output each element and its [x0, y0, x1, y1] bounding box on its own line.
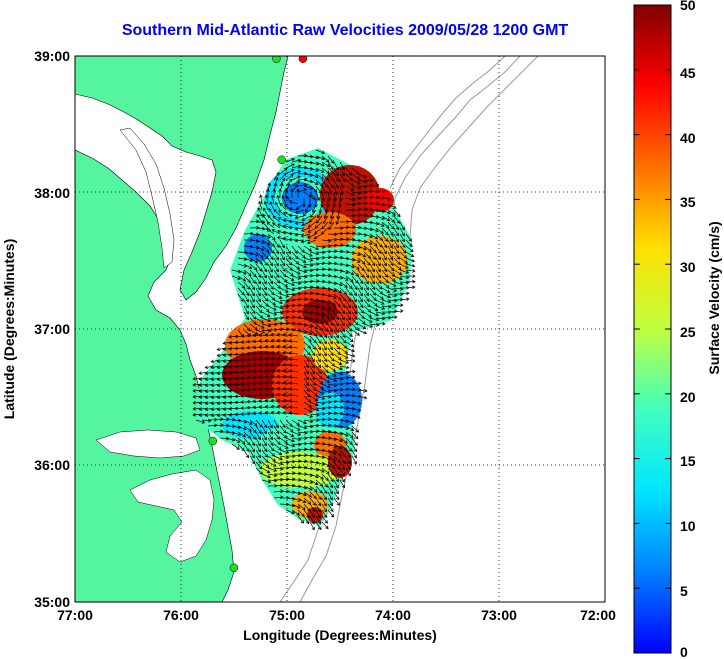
- x-axis-label: Longitude (Degrees:Minutes): [243, 627, 437, 643]
- albemarle-sound: [95, 429, 201, 459]
- plot-frame: [74, 55, 606, 603]
- station-marker: [277, 155, 286, 164]
- station-marker: [272, 56, 281, 63]
- colorbar-tick-label: 25: [680, 324, 696, 340]
- colorbar: [633, 4, 672, 654]
- colorbar-label: Surface Velocity (cm/s): [706, 221, 722, 374]
- x-tick-label: 73:00: [481, 607, 517, 623]
- colorbar-tick-label: 5: [680, 583, 688, 599]
- station-marker: [229, 563, 239, 573]
- colorbar-tick-label: 45: [680, 65, 696, 81]
- y-tick-label: 38:00: [34, 185, 70, 201]
- colorbar-tick-label: 15: [680, 453, 696, 469]
- x-tick-label: 72:00: [580, 607, 616, 623]
- grid-lines: [75, 56, 605, 602]
- y-tick-label: 37:00: [34, 321, 70, 337]
- x-tick-label: 76:00: [163, 607, 199, 623]
- velocity-vectors: [192, 149, 416, 531]
- station-marker: [298, 56, 308, 63]
- colorbar-tick-label: 40: [680, 130, 696, 146]
- chesapeake-bay: [119, 127, 175, 269]
- colorbar-tick-label: 30: [680, 259, 696, 275]
- map-title: Southern Mid-Atlantic Raw Velocities 200…: [121, 22, 569, 39]
- colorbar-tick-label: 35: [680, 194, 696, 210]
- x-tick-labels: 77:00 76:00 75:00 74:00 73:00 72:00: [57, 607, 616, 623]
- y-tick-label: 39:00: [34, 48, 70, 64]
- y-tick-labels: 39:00 38:00 37:00 36:00 35:00: [34, 48, 70, 610]
- y-tick-label: 36:00: [34, 457, 70, 473]
- x-tick-label: 74:00: [375, 607, 411, 623]
- y-tick-label: 35:00: [34, 594, 70, 610]
- x-tick-label: 77:00: [57, 607, 93, 623]
- colorbar-tick-labels: 50 45 40 35 30 25 20 15 10 5 0: [680, 0, 696, 659]
- station-markers: [208, 56, 308, 573]
- pamlico-sound: [129, 469, 215, 563]
- colorbar-ticks: [634, 4, 671, 654]
- colorbar-tick-label: 10: [680, 518, 696, 534]
- y-axis-label: Latitude (Degrees:Minutes): [1, 239, 17, 419]
- colorbar-tick-label: 50: [680, 0, 696, 13]
- velocity-vector-arrows: [192, 149, 416, 531]
- colorbar-tick-label: 20: [680, 389, 696, 405]
- land-delmarva: [75, 56, 289, 301]
- colorbar-tick-label: 0: [680, 644, 688, 659]
- x-tick-label: 75:00: [269, 607, 305, 623]
- station-marker: [208, 436, 218, 446]
